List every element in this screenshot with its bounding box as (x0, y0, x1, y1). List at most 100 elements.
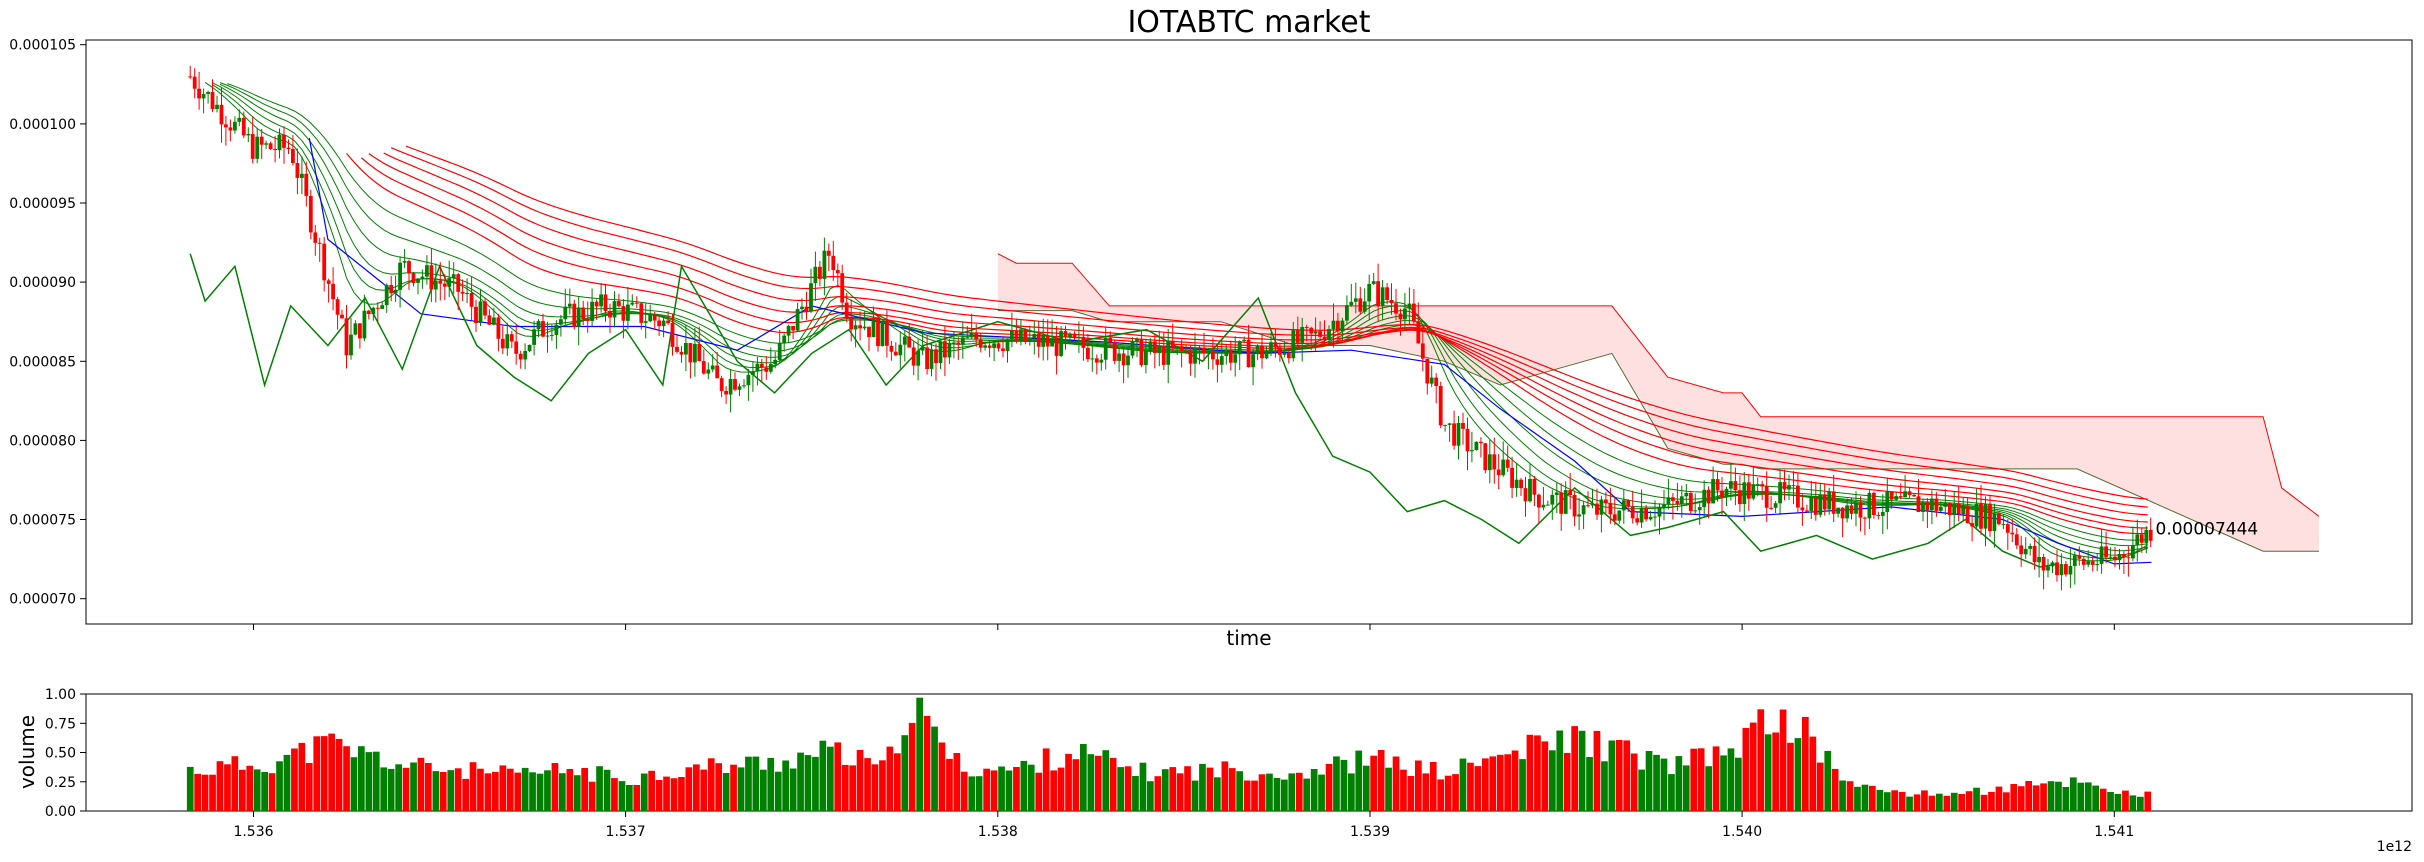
candle-up (1921, 501, 1925, 512)
candle-down (317, 242, 322, 244)
candle-up (1237, 341, 1242, 355)
volume-bar (1288, 773, 1296, 811)
candle-up (1903, 491, 1907, 498)
volume-bar (529, 772, 536, 811)
candle-up (1563, 490, 1568, 514)
volume-bar (566, 769, 574, 811)
volume-bar (2077, 782, 2085, 811)
candle-up (1349, 301, 1354, 306)
volume-bar (1407, 776, 1415, 811)
candle-down (1671, 497, 1675, 501)
volume-bar (1601, 761, 1608, 811)
volume-bar (1549, 750, 1556, 811)
candle-down (1537, 494, 1541, 508)
candle-down (219, 104, 224, 125)
candle-up (206, 92, 210, 94)
volume-bar (626, 785, 633, 811)
candle-up (2059, 564, 2064, 576)
candle-down (1769, 507, 1773, 509)
candle-up (567, 303, 572, 307)
volume-bar (1281, 779, 1288, 811)
candle-up (1666, 497, 1671, 505)
candle-down (1738, 490, 1742, 505)
candle-down (724, 391, 728, 395)
candle-up (1010, 330, 1014, 340)
volume-bar (186, 766, 194, 811)
candle-up (1032, 334, 1037, 338)
volume-bar (402, 767, 410, 811)
volume-bar (767, 757, 775, 811)
candle-down (1273, 342, 1278, 348)
candle-down (407, 261, 411, 274)
candle-up (1340, 320, 1345, 332)
candle-up (1362, 301, 1367, 312)
volume-bar (1333, 756, 1340, 811)
candle-up (527, 344, 532, 351)
candle-down (282, 134, 286, 148)
volume-bar (819, 740, 827, 811)
candle-down (2055, 562, 2059, 576)
candle-up (1144, 351, 1148, 366)
candle-down (509, 334, 514, 342)
candle-down (1420, 343, 1425, 359)
candle-down (188, 76, 193, 78)
volume-bar (2017, 786, 2025, 811)
candle-down (2019, 545, 2024, 555)
candle-up (1300, 327, 1305, 343)
y-tick-label: 0.000070 (9, 592, 76, 608)
candle-down (1813, 497, 1818, 515)
volume-bar (2025, 781, 2032, 811)
volume-bar (1147, 781, 1154, 811)
candle-down (804, 306, 809, 312)
volume-bar (2040, 783, 2047, 811)
volume-bar (827, 746, 834, 811)
candle-down (1246, 339, 1251, 368)
volume-bar (968, 776, 976, 811)
candle-down (1800, 507, 1805, 511)
volume-bar (879, 760, 886, 811)
candle-down (2064, 564, 2068, 575)
candle-down (224, 124, 228, 128)
candle-down (956, 342, 961, 345)
candle-up (800, 306, 804, 310)
candle-up (626, 304, 630, 321)
volume-bar (201, 774, 209, 811)
volume-bar (484, 773, 492, 811)
candle-up (1550, 494, 1555, 505)
candle-up (1885, 491, 1890, 512)
volume-bar (1251, 780, 1258, 811)
candle-up (545, 335, 550, 337)
volume-bar (1489, 756, 1497, 811)
candle-down (340, 314, 344, 319)
volume-bar (328, 733, 335, 811)
volume-bar (1638, 769, 1645, 811)
volume-bar (1861, 784, 1869, 811)
candle-up (1345, 305, 1349, 321)
volume-bar (596, 766, 603, 811)
volume-bar (1191, 780, 1199, 811)
candle-up (1251, 354, 1255, 368)
candle-up (1005, 339, 1010, 352)
volume-bar (1057, 767, 1065, 811)
volume-bar (276, 761, 283, 811)
volume-bar (2047, 781, 2055, 811)
volume-bar (752, 756, 760, 811)
candle-up (1193, 347, 1197, 364)
volume-bar (886, 746, 894, 811)
candle-up (1590, 503, 1595, 506)
volume-bar (1094, 755, 1102, 811)
candle-up (643, 321, 648, 323)
volume-bar (2099, 788, 2107, 811)
candle-down (1760, 484, 1765, 487)
candle-down (259, 136, 264, 145)
volume-bar (1757, 709, 1765, 811)
candle-down (1416, 321, 1421, 344)
candle-down (1947, 502, 1952, 516)
candle-down (764, 367, 769, 372)
volume-bar (834, 742, 842, 811)
volume-bar (916, 697, 923, 811)
candle-up (433, 280, 438, 290)
candle-up (1367, 284, 1372, 302)
volume-bar (774, 771, 782, 811)
candle-up (813, 266, 818, 284)
